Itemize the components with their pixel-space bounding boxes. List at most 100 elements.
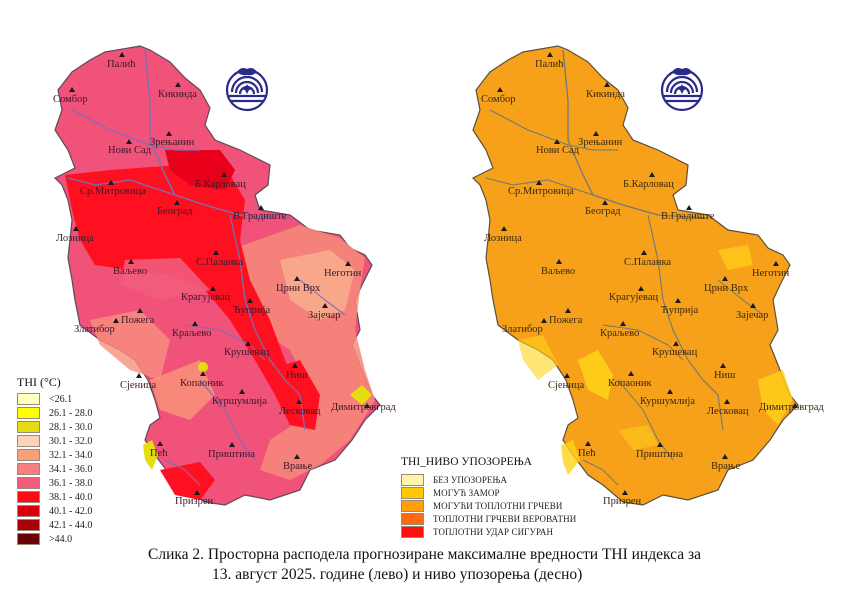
city-label-nis: Ниш — [714, 370, 736, 381]
legend-swatch — [17, 491, 40, 503]
city-marker-icon — [221, 172, 227, 177]
city-label-cuprija: Ћуприја — [233, 305, 271, 316]
city-label-kragujevac: Крагујевац — [609, 292, 659, 303]
legend-swatch — [17, 463, 40, 475]
city-marker-icon — [604, 82, 610, 87]
legend-label: <26.1 — [49, 393, 73, 405]
city-marker-icon — [792, 403, 798, 408]
city-label-sjenica: Сјеница — [548, 380, 585, 391]
legend-swatch — [17, 435, 40, 447]
city-label-pozega: Пожега — [121, 315, 155, 326]
city-marker-icon — [750, 303, 756, 308]
city-label-prizren: Призрен — [175, 496, 214, 507]
city-marker-icon — [547, 52, 553, 57]
legend-label: МОГУЋИ ТОПЛОТНИ ГРЧЕВИ — [433, 501, 563, 511]
legend-label: >44.0 — [49, 533, 73, 545]
city-label-kikinda: Кикинда — [158, 89, 197, 100]
city-marker-icon — [622, 490, 628, 495]
city-label-kraljevo: Краљево — [172, 328, 212, 339]
city-label-v-gradiste: В.Градиште — [661, 211, 715, 222]
city-label-leskovac: Лесковац — [279, 406, 321, 417]
legend-label: 36.1 - 38.0 — [49, 477, 93, 489]
city-label-valjevo: Ваљево — [541, 266, 576, 277]
city-label-pristina: Приштина — [636, 449, 684, 460]
city-marker-icon — [157, 441, 163, 446]
city-marker-icon — [294, 276, 300, 281]
figure-caption-line1: Слика 2. Просторна расподела прогнозиран… — [148, 546, 701, 563]
city-marker-icon — [497, 87, 503, 92]
city-marker-icon — [108, 180, 114, 185]
figure-caption-line2: 13. август 2025. године (лево) и ниво уп… — [212, 566, 583, 583]
legend-label: ТОПЛОТНИ УДАР СИГУРАН — [433, 527, 554, 537]
city-label-zajecar: Зајечар — [308, 310, 341, 321]
city-label-zrenjanin: Зрењанин — [150, 137, 195, 148]
city-marker-icon — [296, 399, 302, 404]
city-marker-icon — [345, 261, 351, 266]
city-label-beograd: Београд — [157, 206, 193, 217]
city-marker-icon — [638, 286, 644, 291]
city-label-sjenica: Сјеница — [120, 380, 157, 391]
city-label-kopaonik: Копаоник — [608, 378, 652, 389]
city-label-palic: Палић — [535, 59, 564, 70]
city-label-zrenjanin: Зрењанин — [578, 137, 623, 148]
legend-swatch — [17, 449, 40, 461]
legend-swatch — [17, 421, 40, 433]
legend-item: 28.1 - 30.0 — [17, 421, 92, 433]
legend-item: 30.1 - 32.0 — [17, 435, 92, 447]
city-label-novi-sad: Нови Сад — [536, 145, 580, 156]
city-label-sr-mitrovica: Ср.Митровица — [508, 186, 574, 197]
city-marker-icon — [620, 321, 626, 326]
city-label-b-karlovac: Б.Карловац — [195, 179, 246, 190]
city-marker-icon — [585, 441, 591, 446]
city-marker-icon — [649, 172, 655, 177]
legend-swatch — [17, 477, 40, 489]
city-label-s-palanka: С.Паланка — [624, 257, 672, 268]
city-marker-icon — [724, 399, 730, 404]
legend-item: ТОПЛОТНИ УДАР СИГУРАН — [401, 526, 553, 538]
warning-legend-title: THI_НИВО УПОЗОРЕЊА — [401, 456, 532, 468]
city-label-sr-mitrovica: Ср.Митровица — [80, 186, 146, 197]
city-marker-icon — [213, 250, 219, 255]
city-marker-icon — [722, 454, 728, 459]
city-marker-icon — [136, 373, 142, 378]
city-label-dimitrovgrad: Димитровград — [331, 402, 396, 413]
city-label-negotin: Неготин — [324, 268, 362, 279]
city-marker-icon — [210, 286, 216, 291]
legend-item: МОГУЋИ ТОПЛОТНИ ГРЧЕВИ — [401, 500, 562, 512]
city-marker-icon — [119, 52, 125, 57]
city-marker-icon — [364, 403, 370, 408]
city-marker-icon — [556, 259, 562, 264]
legend-label: 34.1 - 36.0 — [49, 463, 93, 475]
city-label-zlatibor: Златибор — [74, 324, 115, 335]
city-label-leskovac: Лесковац — [707, 406, 749, 417]
right-warning-map — [472, 45, 799, 506]
legend-label: 26.1 - 28.0 — [49, 407, 93, 419]
city-marker-icon — [554, 139, 560, 144]
city-marker-icon — [166, 131, 172, 136]
city-marker-icon — [175, 82, 181, 87]
legend-item: 26.1 - 28.0 — [17, 407, 92, 419]
city-label-v-gradiste: В.Градиште — [233, 211, 287, 222]
institute-logo-left — [225, 68, 269, 112]
legend-item: МОГУЋ ЗАМОР — [401, 487, 500, 499]
city-label-pec: Пећ — [150, 448, 168, 459]
city-label-valjevo: Ваљево — [113, 266, 148, 277]
city-marker-icon — [292, 363, 298, 368]
city-marker-icon — [192, 321, 198, 326]
legend-item: БЕЗ УПОЗОРЕЊА — [401, 474, 507, 486]
legend-item: ТОПЛОТНИ ГРЧЕВИ ВЕРОВАТНИ — [401, 513, 576, 525]
city-marker-icon — [294, 454, 300, 459]
legend-label: 40.1 - 42.0 — [49, 505, 93, 517]
city-marker-icon — [565, 308, 571, 313]
city-marker-icon — [322, 303, 328, 308]
city-marker-icon — [673, 341, 679, 346]
city-label-crni-vrh: Црни Врх — [704, 283, 749, 294]
city-marker-icon — [675, 298, 681, 303]
city-label-pozega: Пожега — [549, 315, 583, 326]
city-label-prizren: Призрен — [603, 496, 642, 507]
legend-item: 40.1 - 42.0 — [17, 505, 92, 517]
left-thi-map — [54, 45, 381, 506]
city-label-dimitrovgrad: Димитровград — [759, 402, 824, 413]
city-marker-icon — [73, 226, 79, 231]
city-label-negotin: Неготин — [752, 268, 790, 279]
